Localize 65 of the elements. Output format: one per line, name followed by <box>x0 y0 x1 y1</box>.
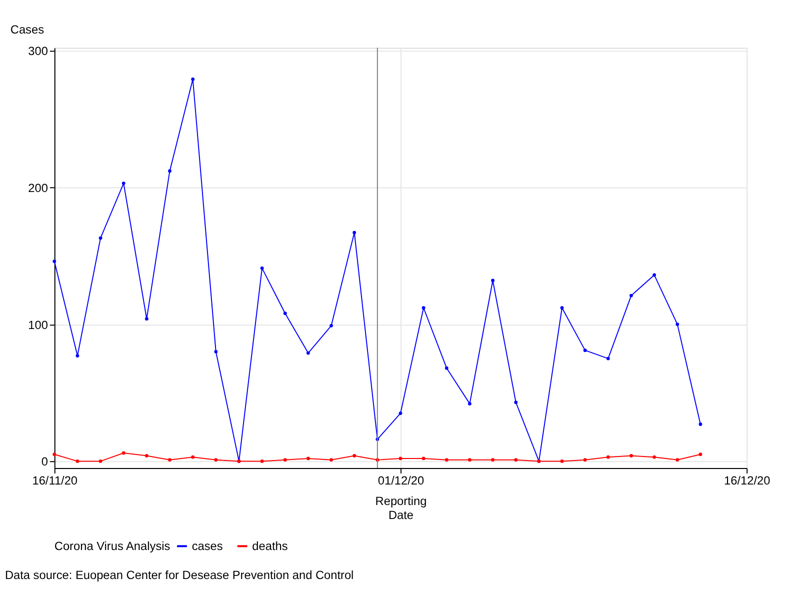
point <box>422 306 426 310</box>
point <box>144 454 148 458</box>
point <box>630 294 633 298</box>
point <box>168 169 172 173</box>
point <box>260 459 264 463</box>
point <box>214 458 218 462</box>
y-tick-label: 100 <box>28 318 48 332</box>
point <box>98 236 102 240</box>
point <box>514 458 518 462</box>
point <box>652 273 656 277</box>
point <box>283 312 287 316</box>
point <box>306 351 310 355</box>
point <box>76 459 80 463</box>
point <box>98 459 102 463</box>
point <box>676 458 680 462</box>
point <box>583 458 587 462</box>
point <box>468 402 472 406</box>
point <box>630 454 633 458</box>
legend-label: cases <box>192 539 223 554</box>
legend-label: deaths <box>252 539 288 554</box>
y-tick-label: 0 <box>41 454 48 469</box>
x-tick-label: 16/11/20 <box>32 473 78 488</box>
point <box>444 366 448 370</box>
point <box>698 422 702 426</box>
point <box>514 400 518 404</box>
point <box>76 354 80 358</box>
x-tick-label: 01/12/20 <box>378 473 424 488</box>
point <box>652 455 656 459</box>
point <box>560 459 564 463</box>
point <box>191 78 195 81</box>
y-tick-label: 200 <box>28 180 48 195</box>
point <box>398 456 402 460</box>
source-note: Data source: Euopean Center for Desease Prevention and Control <box>4 568 354 582</box>
point <box>330 324 333 328</box>
point <box>352 454 356 458</box>
point <box>583 348 587 352</box>
point <box>144 317 148 321</box>
point <box>191 455 195 459</box>
point <box>168 458 172 462</box>
point <box>214 350 218 354</box>
point <box>444 458 448 462</box>
point <box>122 182 126 186</box>
point <box>306 456 310 460</box>
point <box>283 458 287 462</box>
y-axis-title: Cases <box>10 22 44 36</box>
point <box>491 458 494 462</box>
point <box>52 260 56 264</box>
point <box>560 306 564 310</box>
point <box>422 456 426 460</box>
point <box>606 356 610 360</box>
x-tick-label: 16/12/20 <box>724 473 771 488</box>
point <box>676 322 680 326</box>
point <box>468 458 472 462</box>
point <box>260 266 264 270</box>
x-axis-title: Reporting Date <box>375 494 427 522</box>
point <box>122 451 126 455</box>
legend-title: Corona Virus Analysis <box>54 539 170 554</box>
y-tick-label: 300 <box>28 44 48 58</box>
point <box>698 452 702 456</box>
point <box>491 278 494 282</box>
point <box>52 452 56 456</box>
point <box>606 455 610 459</box>
point <box>330 458 333 462</box>
point <box>398 412 402 415</box>
point <box>352 230 356 234</box>
